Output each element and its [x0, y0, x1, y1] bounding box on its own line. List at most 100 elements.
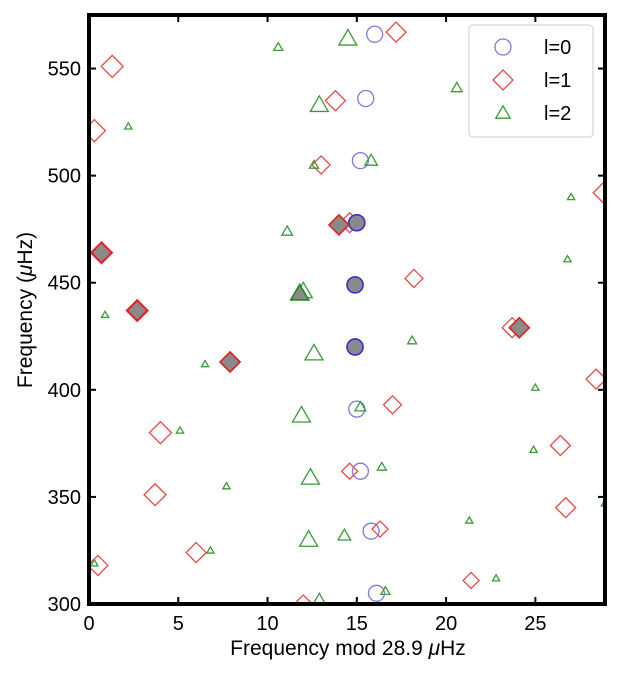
- y-tick-label: 300: [48, 594, 81, 616]
- x-axis-label-mu: μ: [428, 637, 441, 660]
- data-point-l1: [371, 520, 389, 538]
- data-point-l2: [406, 334, 418, 345]
- highlighted-point: [126, 299, 149, 322]
- data-point-l1: [311, 155, 332, 175]
- legend-label: l=2: [544, 103, 571, 125]
- data-point-l2: [175, 425, 185, 434]
- data-point-l2: [312, 592, 327, 604]
- data-point-l0: [366, 25, 384, 43]
- series-l-0: [346, 25, 386, 602]
- y-axis-label-suffix: Hz): [14, 232, 37, 265]
- data-point-l1: [100, 54, 125, 79]
- data-point-l1: [385, 21, 408, 44]
- x-tick-label: 5: [173, 613, 184, 635]
- x-axis-label-suffix: Hz: [440, 637, 466, 660]
- highlighted-point: [289, 282, 311, 301]
- data-point-l0: [367, 584, 386, 602]
- x-axis-label: Frequency mod 28.9 μHz: [230, 637, 466, 660]
- data-point-l2: [363, 153, 379, 166]
- data-point-l1: [554, 496, 577, 519]
- y-axis-label-mu: μ: [14, 264, 37, 277]
- data-point-l2: [300, 467, 321, 485]
- x-tick-label: 20: [435, 613, 457, 635]
- data-point-l2: [530, 382, 541, 391]
- data-point-l2: [309, 94, 330, 113]
- y-axis-label-prefix: Frequency (: [14, 276, 37, 388]
- legend-entry: l=0: [494, 37, 571, 59]
- series-highlighted: [90, 213, 531, 374]
- data-point-l1: [549, 434, 572, 457]
- highlighted-point: [508, 316, 531, 339]
- highlighted-point: [348, 213, 366, 232]
- data-point-l2: [528, 444, 539, 454]
- data-points-layer: [89, 21, 605, 604]
- data-point-l0: [351, 462, 370, 480]
- data-point-l1: [89, 118, 107, 143]
- y-axis-label: Frequency (μHz): [14, 232, 37, 388]
- data-point-l2: [379, 585, 392, 596]
- data-point-l1: [293, 594, 314, 604]
- data-point-l1: [185, 541, 208, 564]
- data-point-l2: [336, 527, 352, 541]
- data-point-l2: [566, 192, 576, 201]
- data-point-l1: [404, 268, 424, 289]
- y-tick-label: 400: [48, 380, 81, 402]
- plot-frame: [87, 13, 607, 606]
- data-point-l1: [324, 89, 347, 112]
- y-tick-label: 450: [48, 273, 81, 295]
- data-point-l2: [308, 159, 320, 169]
- axes: 0 5 10 15 20 25 300 350 400 450 500 550: [48, 13, 607, 635]
- highlighted-point: [327, 213, 351, 237]
- data-point-l2: [291, 405, 312, 423]
- legend-label: l=1: [544, 70, 571, 92]
- x-axis-label-prefix: Frequency mod 28.9: [230, 637, 428, 660]
- legend-marker: [492, 69, 514, 91]
- data-point-l2: [100, 309, 110, 319]
- highlighted-point: [346, 276, 364, 294]
- data-point-l2: [298, 529, 319, 547]
- legend-marker: [494, 104, 512, 119]
- data-point-l1: [340, 462, 359, 481]
- x-tick-label: 10: [256, 613, 278, 635]
- legend-entry: l=2: [494, 103, 571, 125]
- y-tick-label: 550: [48, 59, 81, 81]
- data-point-l1: [143, 482, 167, 507]
- highlighted-point: [346, 338, 364, 356]
- data-point-l2: [562, 254, 573, 263]
- data-point-l0: [348, 400, 366, 418]
- data-point-l2: [353, 400, 367, 412]
- data-point-l2: [272, 41, 284, 52]
- data-point-l1: [462, 571, 481, 590]
- data-point-l2: [376, 461, 388, 471]
- legend-entry: l=1: [492, 69, 571, 92]
- data-point-l2: [280, 224, 294, 236]
- legend-marker: [494, 38, 512, 56]
- legend: l=0 l=1 l=2: [468, 24, 594, 138]
- data-point-l1: [89, 554, 109, 577]
- data-point-l2: [337, 28, 359, 46]
- highlighted-point: [218, 350, 242, 374]
- data-point-l2: [205, 545, 216, 554]
- data-point-l1: [148, 420, 173, 445]
- y-tick-label: 350: [48, 487, 81, 509]
- highlighted-point: [90, 241, 113, 264]
- data-point-l2: [303, 343, 325, 361]
- x-tick-label: 0: [83, 613, 94, 635]
- x-tick-label: 15: [346, 613, 368, 635]
- data-point-l1: [585, 368, 605, 391]
- legend-label: l=0: [544, 37, 571, 59]
- legend-box: [468, 24, 594, 138]
- data-point-l2: [200, 359, 210, 368]
- data-point-l2: [123, 121, 134, 130]
- data-point-l0: [362, 522, 380, 540]
- data-point-l2: [89, 558, 100, 567]
- data-point-l0: [351, 151, 370, 170]
- data-point-l1: [382, 394, 403, 415]
- y-tick-label: 500: [48, 166, 81, 188]
- data-point-l2: [221, 481, 232, 490]
- x-tick-label: 25: [524, 613, 546, 635]
- data-point-l2: [491, 573, 501, 582]
- data-point-l2: [464, 515, 475, 524]
- data-point-l2: [450, 81, 464, 93]
